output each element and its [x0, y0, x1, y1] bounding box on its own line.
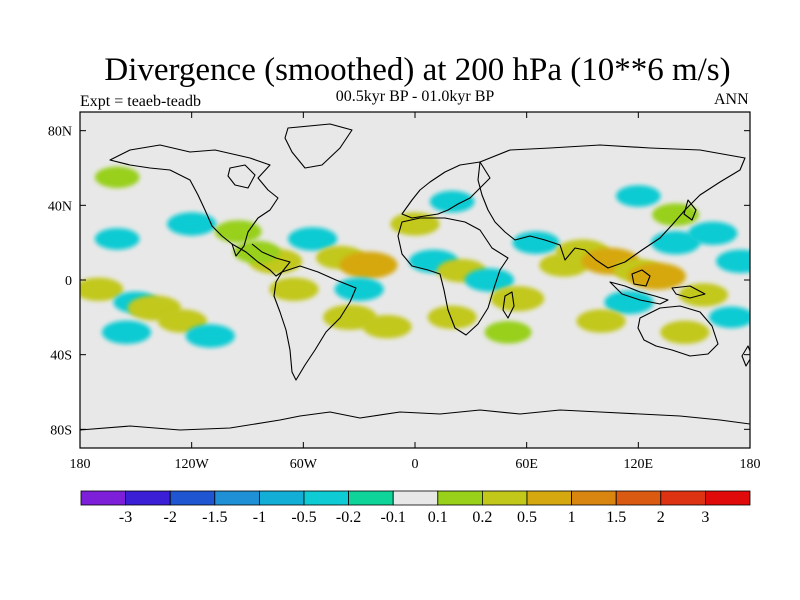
colorbar-box [214, 490, 260, 506]
central-america-coast [231, 243, 291, 277]
colorbar-box [437, 490, 483, 506]
divergence-patch [652, 203, 700, 226]
north-america-coast [109, 144, 279, 257]
lat-tick-label: 80S [50, 423, 72, 438]
new-guinea-coast [671, 285, 706, 299]
colorbar-box [348, 490, 394, 506]
colorbar-label: -0.2 [336, 509, 361, 526]
convergence-patch [604, 290, 654, 315]
divergence-field [80, 166, 750, 348]
africa-coast [397, 217, 509, 336]
colorbar-box [615, 490, 662, 506]
experiment-label: Expt = teaeb-teadb [80, 93, 201, 110]
colorbar-label: 0.2 [472, 509, 492, 526]
indonesia-coast [609, 281, 669, 305]
lat-tick-label: 40N [48, 199, 72, 214]
season-label: ANN [714, 91, 749, 108]
colorbar-box [169, 490, 216, 506]
lon-tick-label: 120W [175, 457, 210, 472]
colorbar-label: 3 [701, 509, 709, 526]
divergence-patch [94, 166, 140, 189]
lon-tick-label: 180 [70, 457, 91, 472]
coastlines [80, 123, 750, 431]
borneo-coast [631, 269, 651, 287]
colorbar-label: -1.5 [202, 509, 227, 526]
colorbar-box [481, 490, 528, 506]
divergence-patch [214, 220, 262, 243]
colorbar-box [258, 490, 305, 506]
convergence-patch [716, 249, 750, 273]
lat-tick-label: 0 [65, 274, 72, 289]
colorbar-label: 2 [657, 509, 665, 526]
hudson-bay-coast [227, 164, 256, 189]
colorbar-box [571, 490, 617, 506]
map-axes: 180 120W 60W 0 60E 120E 180 80N 40N 0 40S 80S [48, 112, 761, 472]
period-label: 00.5kyr BP - 01.0kyr BP [335, 88, 495, 105]
colorbar-box [392, 490, 439, 506]
colorbar-label: -1 [253, 509, 266, 526]
lon-tick-label: 60E [515, 457, 538, 472]
convergence-patch [688, 221, 738, 245]
plot-title: Divergence (smoothed) at 200 hPa (10**6 … [104, 52, 731, 88]
colorbar-box [125, 490, 171, 506]
colorbar-label: -3 [119, 509, 132, 526]
convergence-patch [167, 212, 217, 236]
colorbar-label: -0.1 [381, 509, 406, 526]
divergence-patch [576, 309, 626, 333]
colorbar-box [80, 490, 126, 506]
lat-tick-label: 40S [50, 349, 72, 364]
convergence-patch [334, 277, 384, 301]
divergence-patch [390, 212, 440, 236]
divergence-patch [233, 240, 281, 264]
lat-tick-label: 80N [48, 125, 72, 140]
colorbar-label: 0.5 [517, 509, 537, 526]
divergence-patch [157, 309, 207, 333]
south-america-coast [273, 265, 357, 381]
divergence-patch [660, 320, 710, 344]
divergence-patch [627, 262, 686, 290]
divergence-patch [484, 321, 532, 344]
colorbar-box [526, 490, 572, 506]
colorbar-box [660, 490, 706, 506]
colorbar-label: -0.5 [291, 509, 316, 526]
colorbar: -3 -2 -1.5 -1 -0.5 -0.2 -0.1 0.1 0.2 0.5 1 1.5 2 3 [80, 490, 751, 526]
lon-tick-label: 120E [624, 457, 654, 472]
colorbar-label: 1.5 [606, 509, 626, 526]
divergence-patch [80, 277, 124, 301]
colorbar-box [705, 490, 751, 506]
convergence-patch [651, 231, 701, 255]
convergence-patch [615, 185, 661, 207]
asia-coast [477, 144, 746, 269]
lon-tick-label: 60W [290, 457, 318, 472]
convergence-patch [464, 268, 514, 292]
lon-tick-label: 0 [412, 457, 419, 472]
madagascar-coast [502, 291, 515, 319]
new-zealand-coast [741, 345, 750, 367]
divergence-patch [339, 251, 398, 279]
convergence-patch [94, 228, 140, 250]
divergence-patch [490, 286, 545, 312]
convergence-patch [185, 324, 235, 348]
convergence-patch [101, 320, 152, 344]
divergence-patch [269, 277, 319, 301]
greenland-coast [284, 123, 353, 169]
australia-coast [637, 305, 719, 357]
lon-tick-label: 180 [740, 457, 761, 472]
convergence-patch [709, 306, 750, 329]
colorbar-label: 0.1 [428, 509, 448, 526]
japan-coast [683, 199, 697, 221]
divergence-patch [362, 315, 412, 339]
antarctica-coast [80, 409, 750, 431]
divergence-patch [323, 304, 377, 330]
divergence-patch [427, 305, 477, 329]
convergence-patch [288, 227, 338, 251]
colorbar-label: -2 [164, 509, 177, 526]
colorbar-label: 1 [568, 509, 576, 526]
europe-coast [401, 161, 491, 219]
convergence-patch [429, 190, 475, 213]
colorbar-box [303, 490, 349, 506]
